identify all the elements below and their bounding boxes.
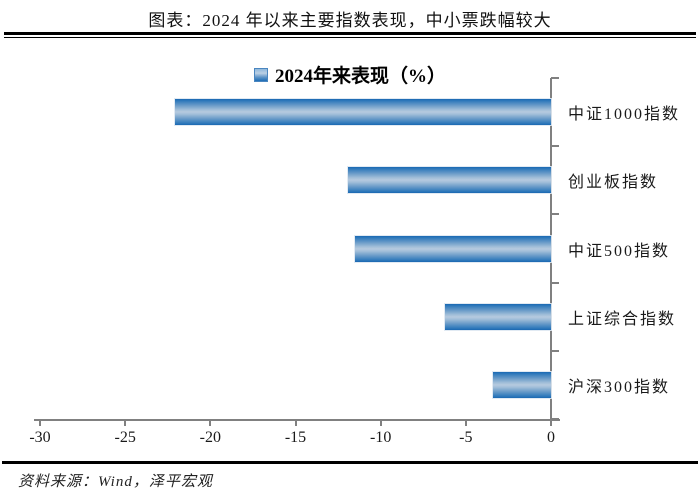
x-axis-tick [379, 421, 382, 426]
category-tick [551, 281, 559, 284]
x-axis-tick-label: -5 [459, 429, 473, 446]
category-tick [551, 349, 559, 352]
category-tick [551, 77, 559, 79]
legend-label: 2024年来表现（%） [274, 66, 446, 87]
category-label: 创业板指数 [568, 174, 659, 192]
bar [445, 303, 551, 330]
category-tick [551, 145, 559, 148]
category-tick [551, 418, 559, 420]
bar [355, 235, 551, 262]
footer-divider [2, 461, 698, 464]
x-axis-tick [209, 421, 212, 426]
x-axis-tick [39, 421, 41, 426]
x-axis-tick-label: -30 [29, 429, 51, 446]
bar [493, 371, 551, 398]
source-note: 资料来源：Wind，泽平宏观 [18, 474, 213, 490]
x-axis-tick-label: 0 [547, 429, 555, 446]
x-axis-tick [294, 421, 297, 426]
legend-marker-icon [253, 67, 268, 82]
bar [348, 167, 551, 194]
category-label: 上证综合指数 [568, 310, 677, 328]
category-label: 沪深300指数 [568, 378, 671, 396]
x-axis-tick [124, 421, 127, 426]
figure-title: 图表：2024 年以来主要指数表现，中小票跌幅较大 [148, 11, 552, 30]
title-divider [4, 32, 696, 38]
chart-legend: 2024年来表现（%） [0, 61, 700, 88]
x-axis-tick [550, 421, 552, 426]
x-axis-tick-label: -20 [199, 429, 221, 446]
category-label: 中证500指数 [568, 242, 671, 260]
category-label: 中证1000指数 [568, 106, 681, 124]
x-axis-tick-label: -15 [284, 429, 307, 446]
value-axis-line [550, 78, 552, 419]
x-axis-tick-label: -25 [114, 429, 136, 446]
bar [174, 99, 551, 126]
x-axis-tick [464, 421, 467, 426]
category-tick [551, 213, 559, 216]
x-axis-tick-label: -10 [369, 429, 392, 446]
category-baseline [34, 419, 560, 421]
